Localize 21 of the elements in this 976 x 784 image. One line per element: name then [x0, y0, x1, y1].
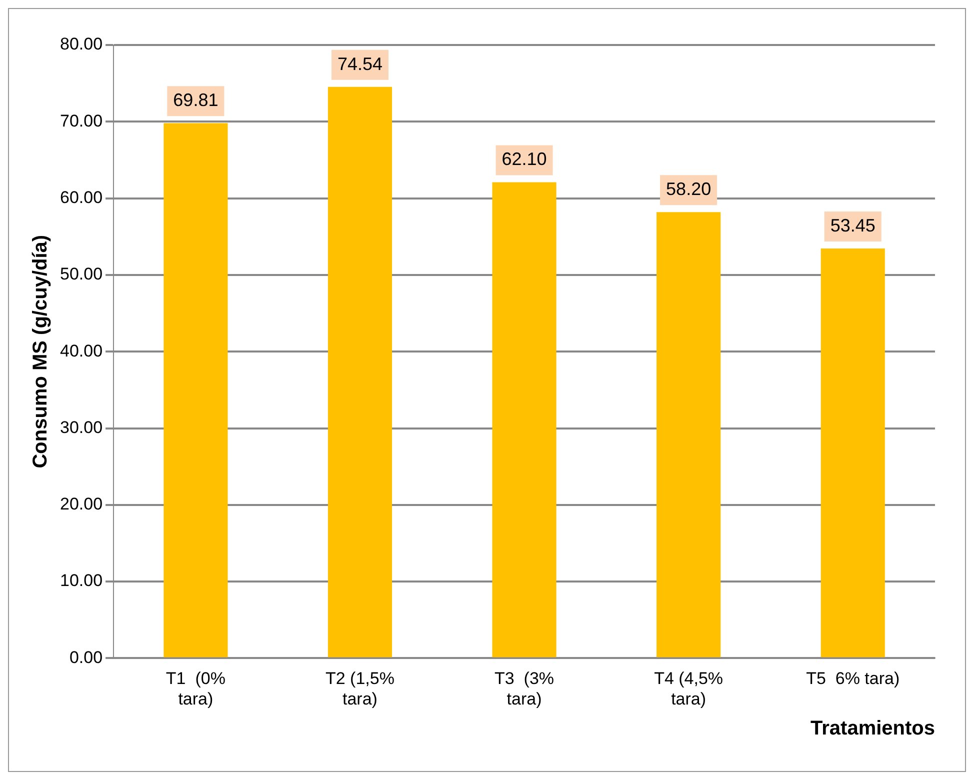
- data-label: 74.54: [337, 54, 383, 74]
- y-tick-label: 0.00: [69, 648, 103, 667]
- y-tick-label: 50.00: [60, 264, 103, 284]
- y-tick-label: 20.00: [60, 494, 103, 514]
- y-axis-title: Consumo MS (g/cuy/día): [30, 234, 52, 468]
- x-tick-label: T2 (1,5% tara): [325, 669, 394, 708]
- data-label: 53.45: [830, 215, 876, 236]
- y-tick-label: 30.00: [60, 418, 103, 437]
- data-label: 58.20: [666, 179, 712, 200]
- y-tick-label: 40.00: [60, 341, 103, 360]
- x-tick-label: T5 6% tara): [806, 669, 900, 688]
- y-tick-label: 10.00: [60, 571, 103, 590]
- data-label: 69.81: [173, 90, 218, 110]
- y-tick-label: 80.00: [60, 34, 103, 54]
- x-tick-label: T1 (0% tara): [166, 669, 226, 708]
- x-axis-title: Tratamientos: [810, 718, 935, 740]
- x-tick-label: T3 (3% tara): [494, 669, 554, 708]
- y-tick-label: 70.00: [60, 111, 103, 130]
- y-tick-label: 60.00: [60, 188, 103, 207]
- x-tick-label: T4 (4,5% tara): [654, 669, 724, 708]
- data-label: 62.10: [502, 149, 547, 170]
